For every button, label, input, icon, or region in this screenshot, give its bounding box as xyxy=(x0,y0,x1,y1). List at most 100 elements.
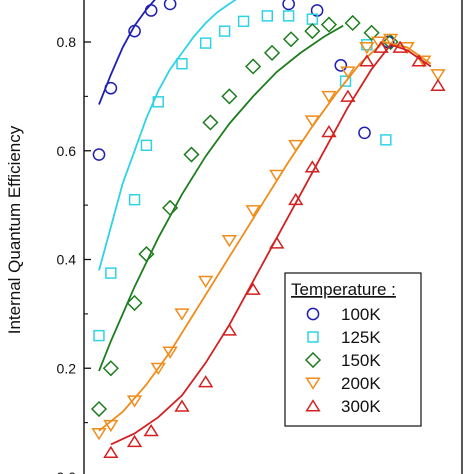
data-point xyxy=(430,69,446,82)
data-point xyxy=(105,267,117,279)
legend-label: 200K xyxy=(341,374,381,393)
data-point xyxy=(198,275,214,289)
data-point xyxy=(103,445,119,459)
data-point xyxy=(392,40,408,53)
data-point xyxy=(104,81,118,95)
legend-marker xyxy=(305,377,321,390)
data-point xyxy=(382,33,399,47)
data-point xyxy=(359,54,375,67)
data-point xyxy=(163,0,177,11)
data-point xyxy=(320,16,338,33)
data-point xyxy=(150,362,166,376)
data-point xyxy=(430,78,446,91)
legend-entries: 100K 125K 150K 200K 300K xyxy=(304,305,381,416)
legend-marker xyxy=(304,351,322,369)
data-point xyxy=(152,96,164,108)
y-axis-title: Internal Quantum Efficiency xyxy=(5,125,24,334)
data-point xyxy=(128,193,141,206)
data-point xyxy=(339,75,352,87)
data-point xyxy=(269,236,285,249)
data-point xyxy=(126,434,143,448)
data-point xyxy=(103,419,119,433)
data-point xyxy=(245,58,262,75)
data-point xyxy=(143,424,159,437)
data-point xyxy=(340,66,356,79)
data-point xyxy=(102,360,119,377)
y-tick-label: 0.4 xyxy=(57,252,77,268)
data-point xyxy=(183,146,200,163)
y-tick-label: 0.6 xyxy=(57,143,77,159)
plot-frame xyxy=(83,0,463,474)
data-point xyxy=(199,37,212,49)
data-point xyxy=(144,4,158,17)
data-point xyxy=(218,25,231,37)
data-point xyxy=(126,395,143,408)
data-point xyxy=(140,139,153,152)
data-point xyxy=(363,24,380,41)
y-tick-label: 0.0 xyxy=(57,469,77,474)
data-point xyxy=(261,10,274,22)
data-point xyxy=(411,54,427,67)
data-point xyxy=(162,199,179,216)
data-point xyxy=(359,41,375,55)
legend: Temperature : 100K 125K 150K 200K 300K xyxy=(284,272,422,427)
data-point xyxy=(93,329,105,342)
data-point xyxy=(344,14,361,32)
data-point xyxy=(263,44,281,61)
legend-marker xyxy=(306,307,320,321)
data-point xyxy=(282,31,300,48)
y-tick-label: 0.8 xyxy=(57,34,77,50)
series-100k xyxy=(92,0,395,161)
data-point xyxy=(221,323,238,336)
data-point xyxy=(304,160,321,173)
fit-line-125k xyxy=(98,0,237,271)
data-point xyxy=(91,428,107,441)
data-point xyxy=(321,124,337,138)
legend-label: 100K xyxy=(341,305,381,324)
data-point xyxy=(202,114,219,131)
legend-marker xyxy=(307,331,319,343)
data-point xyxy=(245,282,261,295)
legend-marker xyxy=(305,399,321,412)
data-point xyxy=(221,88,238,105)
data-point xyxy=(416,55,432,68)
legend-title: Temperature : xyxy=(291,280,396,299)
data-point xyxy=(162,346,178,359)
data-point xyxy=(269,169,285,182)
data-point xyxy=(198,375,214,388)
data-point xyxy=(334,59,348,72)
fit-line-200k xyxy=(98,41,432,432)
fit-line-150k xyxy=(98,24,344,372)
data-point xyxy=(126,294,143,312)
data-point xyxy=(380,134,392,146)
data-point xyxy=(288,139,304,153)
data-point xyxy=(245,205,261,218)
data-point xyxy=(304,115,321,128)
fit-line-100k xyxy=(98,0,156,105)
series-300k xyxy=(103,40,446,459)
data-point xyxy=(221,234,238,248)
legend-label: 150K xyxy=(341,351,381,370)
series-layer xyxy=(90,0,446,459)
data-point xyxy=(128,24,141,38)
data-point xyxy=(288,192,304,206)
data-point xyxy=(138,245,155,263)
data-point xyxy=(282,0,295,11)
data-point xyxy=(358,126,371,140)
y-ticks: 0.0 0.2 0.4 0.6 0.8 xyxy=(57,34,91,474)
data-point xyxy=(304,23,321,40)
data-point xyxy=(92,148,106,161)
data-point xyxy=(237,15,250,28)
data-point xyxy=(90,400,108,418)
y-tick-label: 0.2 xyxy=(57,360,77,376)
data-point xyxy=(373,40,389,53)
data-point xyxy=(382,33,399,51)
data-point xyxy=(174,399,190,412)
legend-box xyxy=(284,272,422,427)
data-point xyxy=(321,90,337,104)
data-point xyxy=(174,308,190,321)
data-point xyxy=(282,10,295,22)
legend-label: 300K xyxy=(341,397,381,416)
legend-label: 125K xyxy=(341,328,381,347)
